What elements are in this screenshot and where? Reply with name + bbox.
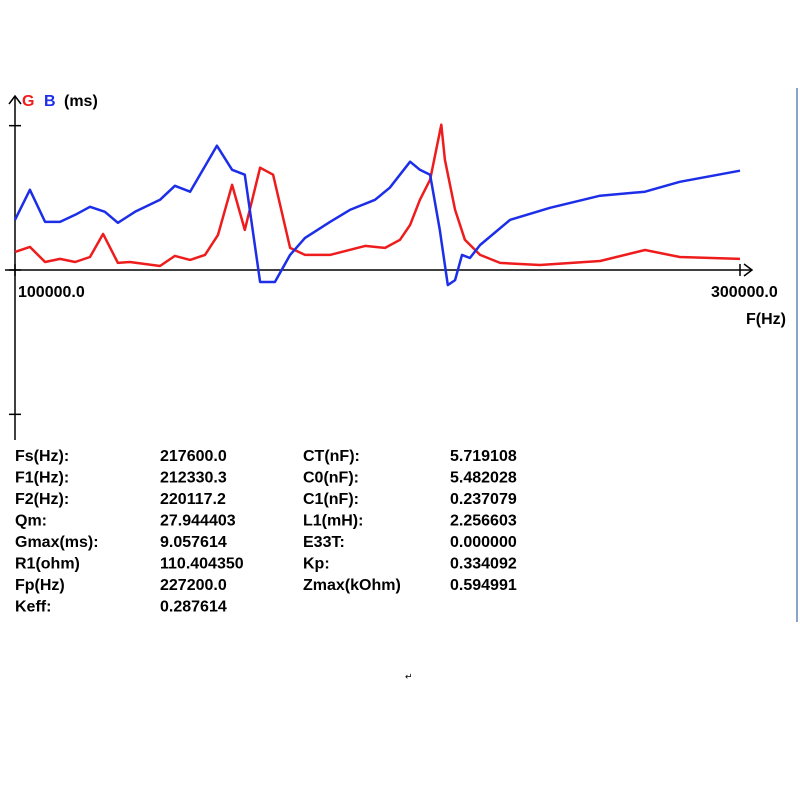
x-label: F(Hz) <box>746 311 786 328</box>
y-axis-arrow <box>8 94 22 105</box>
param-label: C1(nF): <box>303 491 359 508</box>
param-label: L1(mH): <box>303 513 363 530</box>
y-label: (ms) <box>64 93 98 110</box>
param-label: Fp(Hz) <box>15 577 65 594</box>
param-label: E33T: <box>303 534 345 551</box>
param-value: 0.000000 <box>450 534 517 551</box>
param-label: Kp: <box>303 556 330 573</box>
param-value: 0.594991 <box>450 577 517 594</box>
param-value: 27.944403 <box>160 513 236 530</box>
param-label: F2(Hz): <box>15 491 69 508</box>
param-value: 5.482028 <box>450 470 517 487</box>
param-label: Qm: <box>15 513 47 530</box>
return-mark: ↵ <box>405 671 413 681</box>
series-line <box>13 144 741 287</box>
param-label: CT(nF): <box>303 448 360 465</box>
param-value: 5.719108 <box>450 448 517 465</box>
param-label: R1(ohm) <box>15 556 80 573</box>
param-label: Keff: <box>15 599 51 616</box>
param-value: 0.287614 <box>160 599 227 616</box>
series-line <box>14 123 741 268</box>
param-value: 0.237079 <box>450 491 517 508</box>
param-value: 227200.0 <box>160 577 227 594</box>
param-value: 220117.2 <box>160 491 226 508</box>
param-value: 110.404350 <box>160 556 244 573</box>
param-value: 217600.0 <box>160 448 227 465</box>
x-axis-arrow <box>743 263 754 277</box>
param-label: C0(nF): <box>303 470 359 487</box>
param-value: 9.057614 <box>160 534 227 551</box>
param-label: Zmax(kOhm) <box>303 577 401 594</box>
param-value: 0.334092 <box>450 556 517 573</box>
param-value: 212330.3 <box>160 470 227 487</box>
param-label: Gmax(ms): <box>15 534 99 551</box>
param-label: Fs(Hz): <box>15 448 69 465</box>
legend-entry: G <box>22 93 34 110</box>
param-label: F1(Hz): <box>15 470 69 487</box>
x-tick-label: 300000.0 <box>711 284 778 301</box>
x-tick-label: 100000.0 <box>18 284 85 301</box>
param-value: 2.256603 <box>450 513 517 530</box>
legend-entry: B <box>44 93 56 110</box>
